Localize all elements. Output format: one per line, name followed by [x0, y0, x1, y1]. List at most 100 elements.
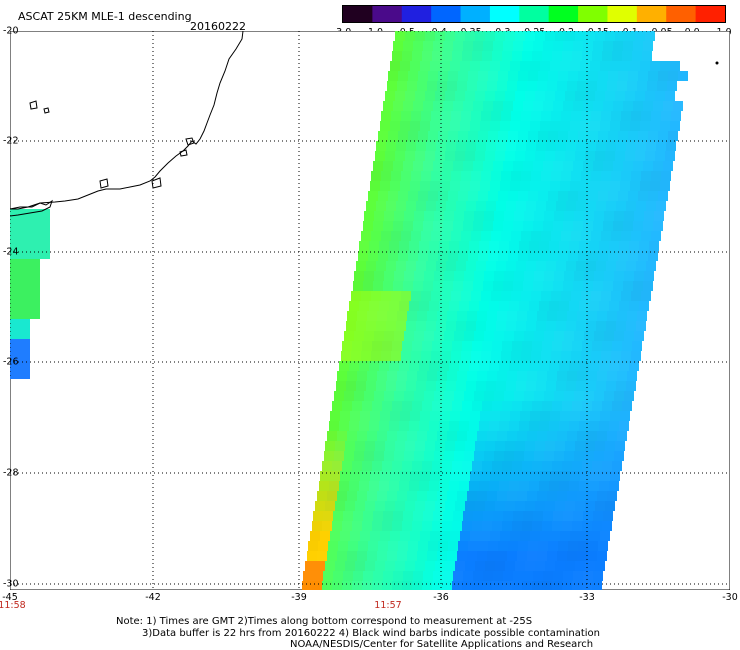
swath-cell — [576, 201, 586, 211]
swath-cell — [386, 381, 396, 391]
swath-cell — [573, 511, 583, 521]
swath-cell — [452, 341, 462, 351]
swath-cell — [533, 511, 543, 521]
swath-cell — [501, 291, 511, 301]
swath-cell — [411, 291, 421, 301]
swath-cell — [334, 451, 344, 461]
swath-cell — [641, 111, 651, 121]
swath-cell — [454, 211, 464, 221]
swath-cell — [615, 91, 625, 101]
swath-cell — [452, 521, 462, 531]
swath-cell — [493, 41, 503, 51]
swath-cell — [465, 561, 475, 571]
swath-cell — [545, 501, 555, 511]
swath-cell — [606, 201, 616, 211]
swath-cell — [583, 281, 593, 291]
time-label-center: 11:57 — [374, 600, 402, 611]
swath-cell — [369, 301, 379, 311]
swath-cell — [505, 31, 515, 41]
swath-cell — [573, 101, 583, 111]
swath-cell — [456, 321, 466, 331]
swath-cell — [450, 121, 460, 131]
swath-cell — [364, 271, 374, 281]
swath-cell — [663, 101, 673, 111]
swath-cell — [592, 51, 602, 61]
swath-cell — [527, 491, 537, 501]
lat-lon-grid — [10, 31, 730, 590]
swath-cell — [435, 441, 445, 451]
swath-cell — [425, 31, 435, 41]
swath-cell — [465, 151, 475, 161]
swath-cell — [575, 501, 585, 511]
swath-cell — [504, 391, 514, 401]
swath-cell — [470, 471, 480, 481]
swath-cell — [387, 551, 397, 561]
swath-cell — [332, 521, 342, 531]
swath-cell — [398, 131, 408, 141]
swath-cell — [630, 121, 640, 131]
swath-cell — [601, 171, 611, 181]
swath-cell — [577, 491, 587, 501]
swath-cell — [573, 571, 583, 581]
swath-cell — [529, 301, 539, 311]
swath-cell — [597, 311, 607, 321]
swath-cell — [548, 71, 558, 81]
swath-cell — [530, 121, 540, 131]
swath-cell — [381, 351, 391, 361]
swath-cell — [653, 101, 663, 111]
swath-cell — [406, 261, 416, 271]
swath-cell — [609, 301, 619, 311]
swath-cell — [463, 101, 473, 111]
swath-cell — [611, 351, 621, 361]
swath-cell — [522, 521, 532, 531]
swath-cell — [612, 51, 622, 61]
swath-cell — [428, 541, 438, 551]
swath-cell — [578, 71, 588, 81]
swath-cell — [387, 371, 397, 381]
swath-cell — [318, 541, 328, 551]
swath-cell — [479, 301, 489, 311]
swath-cell — [496, 141, 506, 151]
swath-cell — [406, 141, 416, 151]
swath-cell — [496, 381, 506, 391]
swath-cell — [515, 151, 525, 161]
swath-cell — [357, 491, 367, 501]
swath-cell — [354, 331, 364, 341]
swath-cell — [363, 571, 373, 581]
swath-cell — [440, 411, 450, 421]
swath-cell — [473, 571, 483, 581]
swath-cell — [360, 411, 370, 421]
swath-cell — [571, 291, 581, 301]
longitude-label: -36 — [433, 592, 449, 603]
swath-cell — [429, 361, 439, 371]
swath-cell — [523, 221, 533, 231]
swath-cell — [550, 531, 560, 541]
swath-cell — [401, 171, 411, 181]
swath-cell — [465, 501, 475, 511]
swath-cell — [654, 211, 664, 221]
swath-cell — [523, 101, 533, 111]
swath-cell — [352, 401, 362, 411]
swath-cell — [592, 521, 602, 531]
swath-cell — [483, 281, 493, 291]
swath-cell — [410, 181, 420, 191]
swath-cell — [320, 531, 330, 541]
swath-cell — [468, 71, 478, 81]
swath-cell — [395, 31, 405, 41]
swath-cell — [513, 101, 523, 111]
swath-cell — [487, 431, 497, 441]
swath-cell — [463, 221, 473, 231]
swath-cell — [20, 339, 30, 349]
swath-cell — [538, 541, 548, 551]
swath-cell — [545, 441, 555, 451]
swath-cell — [525, 561, 535, 571]
swath-cell — [390, 471, 400, 481]
swath-cell — [661, 111, 671, 121]
swath-cell — [533, 101, 543, 111]
swath-cell — [562, 51, 572, 61]
swath-cell — [601, 231, 611, 241]
swath-cell — [483, 511, 493, 521]
colorbar-segment — [519, 6, 550, 22]
swath-cell — [387, 431, 397, 441]
swath-cell — [464, 391, 474, 401]
